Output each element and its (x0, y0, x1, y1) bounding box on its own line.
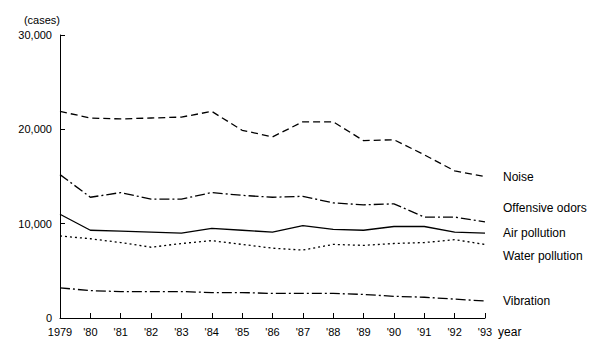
svg-text:20,000: 20,000 (18, 123, 52, 135)
svg-text:Vibration: Vibration (503, 294, 550, 308)
svg-text:'87: '87 (296, 326, 310, 338)
svg-text:'89: '89 (356, 326, 370, 338)
svg-text:'90: '90 (387, 326, 401, 338)
svg-text:'80: '80 (83, 326, 97, 338)
svg-text:Noise: Noise (503, 170, 534, 184)
svg-text:'92: '92 (447, 326, 461, 338)
svg-text:10,000: 10,000 (18, 218, 52, 230)
svg-text:1979: 1979 (48, 326, 72, 338)
svg-text:Offensive odors: Offensive odors (503, 201, 587, 215)
svg-text:Air pollution: Air pollution (503, 226, 566, 240)
svg-text:'82: '82 (144, 326, 158, 338)
svg-text:0: 0 (46, 312, 52, 324)
svg-text:'85: '85 (235, 326, 249, 338)
svg-text:'81: '81 (114, 326, 128, 338)
svg-text:'86: '86 (265, 326, 279, 338)
svg-text:Water pollution: Water pollution (503, 249, 583, 263)
svg-text:'93: '93 (478, 326, 492, 338)
svg-text:'91: '91 (417, 326, 431, 338)
svg-text:'84: '84 (205, 326, 219, 338)
svg-text:year: year (498, 325, 521, 339)
svg-text:30,000: 30,000 (18, 29, 52, 41)
svg-text:(cases): (cases) (24, 14, 60, 26)
svg-text:'83: '83 (174, 326, 188, 338)
svg-text:'88: '88 (326, 326, 340, 338)
